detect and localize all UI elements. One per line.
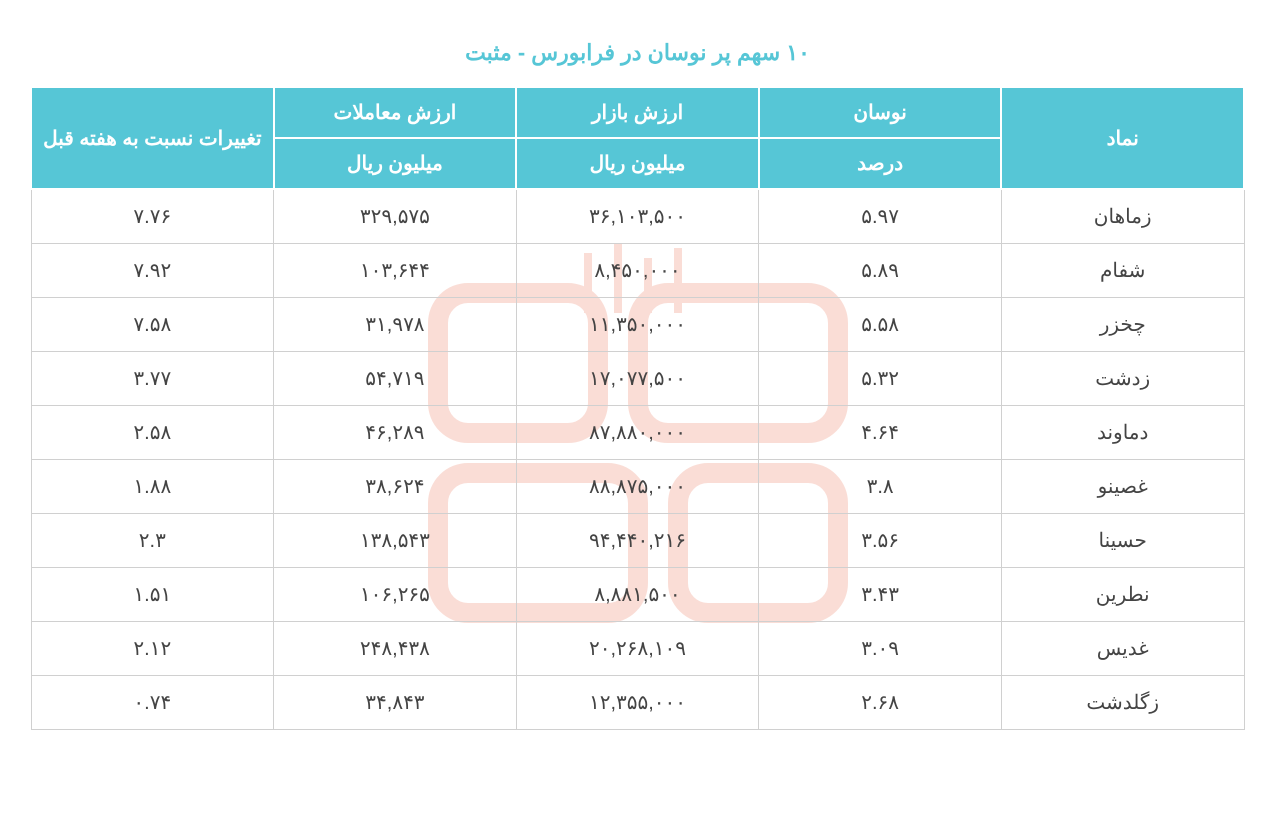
table-row: حسینا۳.۵۶۹۴,۴۴۰,۲۱۶۱۳۸,۵۴۳۲.۳ (31, 514, 1244, 568)
col-fluct-sub: درصد (759, 138, 1002, 189)
cell-change: ۷.۷۶ (31, 189, 274, 244)
cell-change: ۱.۸۸ (31, 460, 274, 514)
cell-mktval: ۱۲,۳۵۵,۰۰۰ (516, 676, 759, 730)
table-title: ۱۰ سهم پر نوسان در فرابورس - مثبت (30, 40, 1245, 66)
cell-mktval: ۸,۸۸۱,۵۰۰ (516, 568, 759, 622)
cell-symbol: زگلدشت (1001, 676, 1244, 730)
col-mktval-sub: میلیون ریال (516, 138, 759, 189)
cell-fluct: ۳.۰۹ (759, 622, 1002, 676)
cell-mktval: ۳۶,۱۰۳,۵۰۰ (516, 189, 759, 244)
cell-mktval: ۹۴,۴۴۰,۲۱۶ (516, 514, 759, 568)
table-row: غدیس۳.۰۹۲۰,۲۶۸,۱۰۹۲۴۸,۴۳۸۲.۱۲ (31, 622, 1244, 676)
col-tradeval-top: ارزش معاملات (274, 87, 517, 138)
table-row: زگلدشت۲.۶۸۱۲,۳۵۵,۰۰۰۳۴,۸۴۳۰.۷۴ (31, 676, 1244, 730)
cell-mktval: ۸۸,۸۷۵,۰۰۰ (516, 460, 759, 514)
table-row: زدشت۵.۳۲۱۷,۰۷۷,۵۰۰۵۴,۷۱۹۳.۷۷ (31, 352, 1244, 406)
cell-change: ۰.۷۴ (31, 676, 274, 730)
stocks-table: نماد نوسان ارزش بازار ارزش معاملات تغییر… (30, 86, 1245, 730)
cell-tradeval: ۱۰۳,۶۴۴ (274, 244, 517, 298)
cell-change: ۲.۳ (31, 514, 274, 568)
cell-change: ۷.۹۲ (31, 244, 274, 298)
cell-symbol: غصینو (1001, 460, 1244, 514)
col-fluct-top: نوسان (759, 87, 1002, 138)
cell-change: ۳.۷۷ (31, 352, 274, 406)
cell-symbol: حسینا (1001, 514, 1244, 568)
cell-fluct: ۵.۳۲ (759, 352, 1002, 406)
cell-tradeval: ۲۴۸,۴۳۸ (274, 622, 517, 676)
cell-symbol: غدیس (1001, 622, 1244, 676)
cell-fluct: ۳.۴۳ (759, 568, 1002, 622)
cell-symbol: نطرین (1001, 568, 1244, 622)
table-row: غصینو۳.۸۸۸,۸۷۵,۰۰۰۳۸,۶۲۴۱.۸۸ (31, 460, 1244, 514)
cell-tradeval: ۳۸,۶۲۴ (274, 460, 517, 514)
table-row: زماهان۵.۹۷۳۶,۱۰۳,۵۰۰۳۲۹,۵۷۵۷.۷۶ (31, 189, 1244, 244)
cell-mktval: ۱۷,۰۷۷,۵۰۰ (516, 352, 759, 406)
cell-fluct: ۵.۸۹ (759, 244, 1002, 298)
cell-fluct: ۲.۶۸ (759, 676, 1002, 730)
cell-mktval: ۲۰,۲۶۸,۱۰۹ (516, 622, 759, 676)
table-header: نماد نوسان ارزش بازار ارزش معاملات تغییر… (31, 87, 1244, 189)
cell-symbol: زماهان (1001, 189, 1244, 244)
cell-fluct: ۴.۶۴ (759, 406, 1002, 460)
cell-symbol: دماوند (1001, 406, 1244, 460)
table-body: زماهان۵.۹۷۳۶,۱۰۳,۵۰۰۳۲۹,۵۷۵۷.۷۶شفام۵.۸۹۸… (31, 189, 1244, 730)
cell-tradeval: ۱۰۶,۲۶۵ (274, 568, 517, 622)
cell-fluct: ۵.۹۷ (759, 189, 1002, 244)
cell-tradeval: ۳۴,۸۴۳ (274, 676, 517, 730)
col-change: تغییرات نسبت به هفته قبل (31, 87, 274, 189)
cell-tradeval: ۳۲۹,۵۷۵ (274, 189, 517, 244)
cell-change: ۲.۱۲ (31, 622, 274, 676)
cell-tradeval: ۴۶,۲۸۹ (274, 406, 517, 460)
table-row: شفام۵.۸۹۸,۴۵۰,۰۰۰۱۰۳,۶۴۴۷.۹۲ (31, 244, 1244, 298)
cell-tradeval: ۵۴,۷۱۹ (274, 352, 517, 406)
table-row: نطرین۳.۴۳۸,۸۸۱,۵۰۰۱۰۶,۲۶۵۱.۵۱ (31, 568, 1244, 622)
cell-mktval: ۱۱,۳۵۰,۰۰۰ (516, 298, 759, 352)
cell-mktval: ۸,۴۵۰,۰۰۰ (516, 244, 759, 298)
col-mktval-top: ارزش بازار (516, 87, 759, 138)
cell-change: ۷.۵۸ (31, 298, 274, 352)
cell-fluct: ۵.۵۸ (759, 298, 1002, 352)
cell-tradeval: ۳۱,۹۷۸ (274, 298, 517, 352)
table-row: چخزر۵.۵۸۱۱,۳۵۰,۰۰۰۳۱,۹۷۸۷.۵۸ (31, 298, 1244, 352)
col-tradeval-sub: میلیون ریال (274, 138, 517, 189)
cell-change: ۲.۵۸ (31, 406, 274, 460)
table-row: دماوند۴.۶۴۸۷,۸۸۰,۰۰۰۴۶,۲۸۹۲.۵۸ (31, 406, 1244, 460)
cell-fluct: ۳.۸ (759, 460, 1002, 514)
cell-symbol: زدشت (1001, 352, 1244, 406)
cell-mktval: ۸۷,۸۸۰,۰۰۰ (516, 406, 759, 460)
col-symbol: نماد (1001, 87, 1244, 189)
cell-symbol: شفام (1001, 244, 1244, 298)
cell-symbol: چخزر (1001, 298, 1244, 352)
cell-change: ۱.۵۱ (31, 568, 274, 622)
cell-tradeval: ۱۳۸,۵۴۳ (274, 514, 517, 568)
cell-fluct: ۳.۵۶ (759, 514, 1002, 568)
